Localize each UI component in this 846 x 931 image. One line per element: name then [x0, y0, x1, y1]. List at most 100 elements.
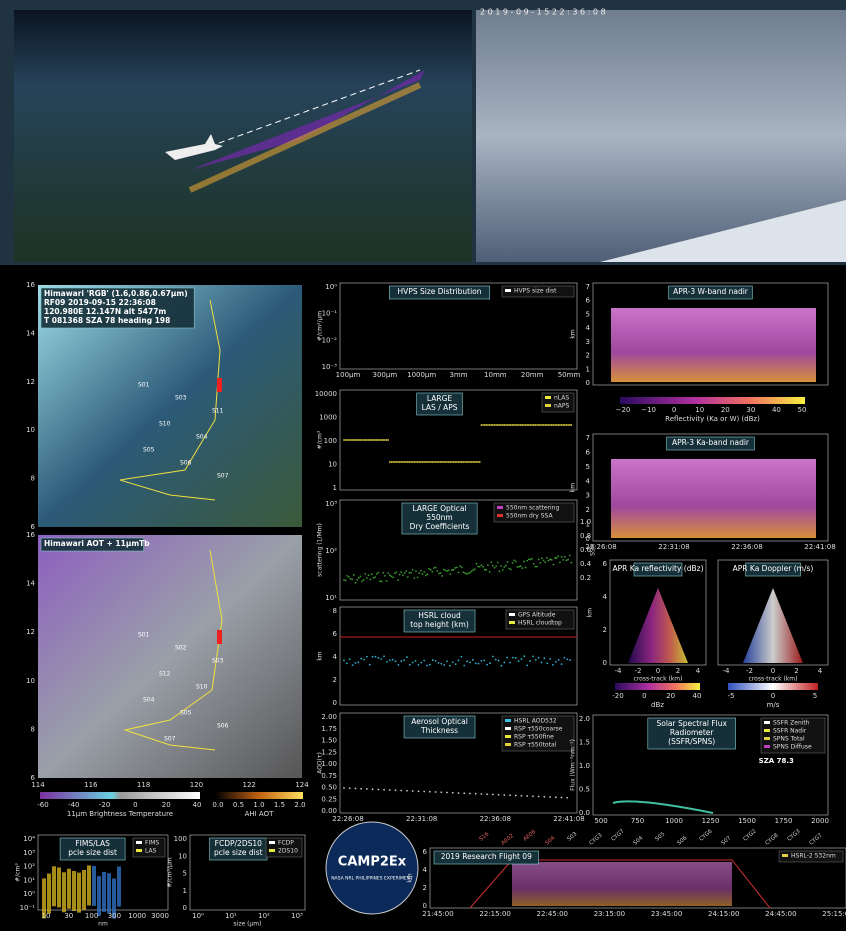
decor-dot [523, 424, 525, 426]
decor-dot [472, 569, 475, 572]
tick-label: 10 [26, 426, 35, 434]
decor-dot [545, 424, 548, 426]
y-axis-label: AOD(τ) [317, 752, 324, 774]
decor-dot [426, 461, 429, 463]
x-axis-label: cross-track (km) [634, 676, 683, 683]
decor-dot [374, 576, 376, 579]
tick-label: 1 [586, 365, 590, 373]
decor-dot [501, 568, 504, 571]
decor-dot [493, 566, 496, 569]
colorbar [215, 792, 303, 799]
tick-label: 4 [586, 324, 591, 332]
decor-dot [555, 557, 558, 559]
legend-swatch [497, 514, 503, 517]
tick-label: 6 [31, 774, 36, 782]
decor-dot [446, 461, 448, 463]
decor-dot [527, 424, 530, 426]
colorbar-label: AHI AOT [245, 810, 275, 818]
decor-dot [567, 424, 569, 426]
tick-label: 22:31:08 [406, 815, 437, 823]
tick-label: 0 [603, 659, 607, 667]
legend-swatch [782, 854, 788, 857]
decor-dot [457, 659, 460, 662]
decor-dot [344, 579, 347, 582]
tick-label: 300 [108, 912, 121, 920]
decor-dot [452, 461, 455, 463]
legend-label: SPNS Total [773, 736, 805, 743]
decor-dot [485, 569, 488, 571]
tick-label: 21:45:00 [422, 910, 453, 918]
decor-dot [500, 564, 502, 567]
decor-dot [542, 424, 545, 426]
decor-dot [465, 461, 468, 463]
legend-box [493, 502, 575, 523]
tick-label: 100μm [336, 371, 361, 379]
tick-label: 0 [771, 692, 775, 700]
tick-label: 1 [333, 484, 337, 492]
tick-label: 0 [586, 535, 590, 543]
decor-dot [451, 569, 453, 571]
tick-label: 1.00 [321, 760, 337, 768]
site-label: S10 [196, 684, 208, 691]
decor-dot [508, 424, 511, 426]
decor-dot [447, 461, 450, 463]
tick-label: 1.5 [579, 739, 590, 747]
decor-dot [480, 793, 483, 795]
legend-swatch [509, 621, 515, 624]
tick-label: 6 [423, 848, 428, 856]
tick-label: 20 [666, 692, 675, 700]
decor-dot [541, 557, 543, 560]
site-label: S03 [175, 395, 187, 402]
decor-dot [369, 439, 372, 441]
decor-dot [446, 660, 448, 663]
decor-dot [557, 555, 560, 558]
decor-dot [346, 574, 349, 577]
decor-dot [400, 461, 403, 463]
decor-dot [473, 568, 476, 571]
decor-dot [470, 461, 473, 463]
flight-mark: CYG7 [610, 828, 626, 842]
panel-title: Solar Spectral Flux [656, 719, 727, 728]
decor-dot [467, 461, 470, 463]
decor-dot [511, 424, 514, 426]
decor-dot [462, 461, 465, 463]
decor-dot [366, 655, 368, 658]
decor-dot [424, 461, 427, 463]
map-title: RF09 2019-09-15 22:36:08 [44, 298, 156, 307]
tick-label: 6 [603, 560, 608, 568]
tick-label: 6 [586, 297, 591, 305]
panel-title: LARGE Optical [412, 504, 466, 513]
decor-dot [514, 560, 517, 563]
map-title: Himawari AOT + 11μmTb [44, 539, 150, 548]
logo [325, 821, 419, 915]
decor-dot [428, 568, 430, 570]
legend-label: nAPS [554, 403, 570, 410]
decor-dot [531, 424, 534, 426]
legend-swatch [136, 849, 142, 852]
decor-dot [516, 566, 519, 568]
decor-dot [568, 424, 571, 426]
legend-label: 2DS10 [278, 848, 298, 855]
decor-dot [406, 576, 409, 579]
decor-dot [494, 658, 497, 661]
tick-label: 40 [693, 692, 702, 700]
tick-label: 10¹ [225, 912, 237, 920]
decor-dot [539, 424, 542, 426]
decor-dot [549, 796, 551, 798]
tick-label: 8 [31, 475, 35, 483]
tick-label: 1 [183, 887, 187, 895]
site-label: S10 [159, 421, 171, 428]
decor-dot [491, 564, 494, 567]
legend-swatch [764, 745, 770, 748]
decor-dot [391, 658, 394, 661]
decor-dot [529, 660, 531, 662]
tick-label: 0.25 [321, 795, 337, 803]
flight-mark: CYG2 [742, 829, 757, 843]
y-axis-label: #/cm³ [317, 430, 324, 449]
decor-dot [424, 574, 427, 577]
decor-dot [449, 461, 452, 463]
decor-dot [474, 662, 477, 665]
decor-dot [372, 439, 375, 441]
decor-dot [567, 558, 569, 561]
decor-dot [552, 563, 555, 566]
